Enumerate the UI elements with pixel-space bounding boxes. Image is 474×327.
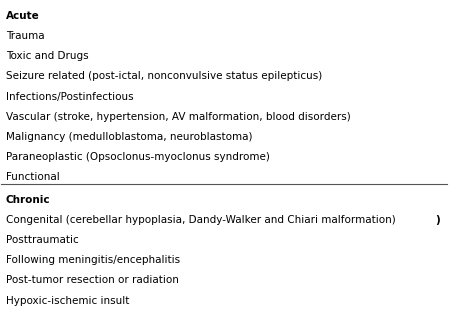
Text: Congenital (cerebellar hypoplasia, Dandy-Walker and Chiari malformation): Congenital (cerebellar hypoplasia, Dandy… [6,215,396,225]
Text: Toxic and Drugs: Toxic and Drugs [6,51,89,61]
Text: Vascular (stroke, hypertension, AV malformation, blood disorders): Vascular (stroke, hypertension, AV malfo… [6,112,351,122]
Text: Hypoxic-ischemic insult: Hypoxic-ischemic insult [6,296,129,305]
Text: Infections/Postinfectious: Infections/Postinfectious [6,92,134,101]
Text: Post-tumor resection or radiation: Post-tumor resection or radiation [6,275,179,285]
Text: Acute: Acute [6,11,40,21]
Text: Paraneoplastic (Opsoclonus-myoclonus syndrome): Paraneoplastic (Opsoclonus-myoclonus syn… [6,152,270,162]
Text: Trauma: Trauma [6,31,45,41]
Text: ): ) [436,215,440,225]
Text: Functional: Functional [6,172,60,182]
Text: Posttraumatic: Posttraumatic [6,235,79,245]
Text: Chronic: Chronic [6,195,50,205]
Text: Seizure related (post-ictal, nonconvulsive status epilepticus): Seizure related (post-ictal, nonconvulsi… [6,71,322,81]
Text: Malignancy (medulloblastoma, neuroblastoma): Malignancy (medulloblastoma, neuroblasto… [6,132,252,142]
Text: Following meningitis/encephalitis: Following meningitis/encephalitis [6,255,180,265]
